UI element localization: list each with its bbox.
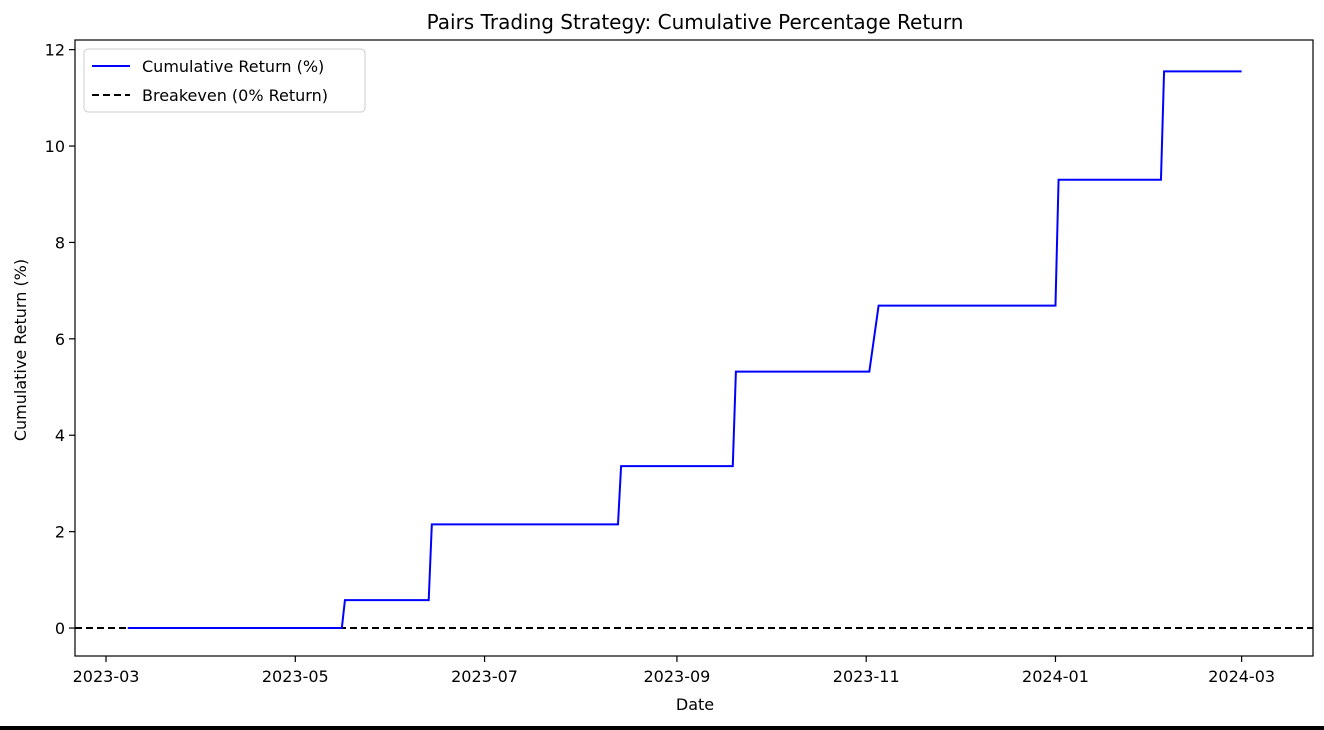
y-tick-label: 6 bbox=[55, 330, 65, 349]
x-tick-label: 2023-05 bbox=[262, 667, 329, 686]
y-tick-label: 8 bbox=[55, 233, 65, 252]
x-tick-label: 2023-03 bbox=[73, 667, 140, 686]
y-tick-label: 0 bbox=[55, 619, 65, 638]
x-tick-label: 2023-11 bbox=[833, 667, 900, 686]
y-axis-label: Cumulative Return (%) bbox=[11, 259, 30, 441]
x-tick-label: 2024-01 bbox=[1022, 667, 1089, 686]
x-tick-label: 2024-03 bbox=[1208, 667, 1275, 686]
y-tick-label: 4 bbox=[55, 426, 65, 445]
x-tick-label: 2023-09 bbox=[644, 667, 711, 686]
legend-box bbox=[83, 48, 366, 113]
y-tick-label: 12 bbox=[45, 41, 65, 60]
y-axis: 0 2 4 6 8 10 12 bbox=[45, 41, 75, 638]
y-tick-label: 10 bbox=[45, 137, 65, 156]
x-axis-label: Date bbox=[676, 695, 714, 714]
legend-label-breakeven: Breakeven (0% Return) bbox=[142, 86, 328, 105]
y-tick-label: 2 bbox=[55, 523, 65, 542]
x-axis: 2023-03 2023-05 2023-07 2023-09 2023-11 2024-… bbox=[73, 656, 1275, 686]
plot-area bbox=[74, 39, 1314, 657]
chart-title: Pairs Trading Strategy: Cumulative Perce… bbox=[427, 10, 964, 34]
legend: Cumulative Return (%) Breakeven (0% Retu… bbox=[83, 48, 366, 113]
cumulative-return-line bbox=[127, 70, 1242, 630]
legend-label-return: Cumulative Return (%) bbox=[142, 57, 324, 76]
bottom-border bbox=[0, 726, 1324, 730]
x-tick-label: 2023-07 bbox=[451, 667, 518, 686]
